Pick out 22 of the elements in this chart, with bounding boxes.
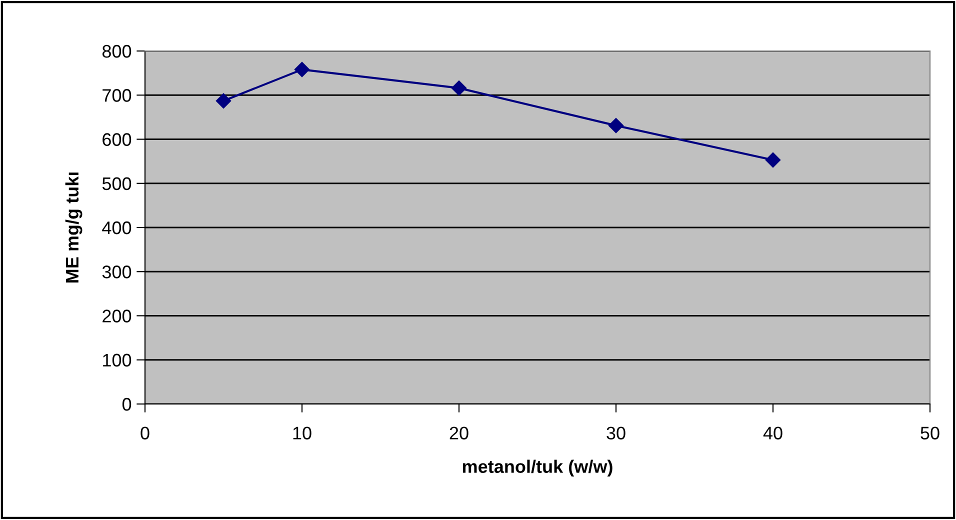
point (608, 118, 624, 134)
x-axis-title: metanol/tuk (w/w) (462, 460, 612, 477)
point (451, 80, 467, 96)
point (216, 93, 232, 108)
y-tick-label: 600 (102, 133, 132, 146)
y-tick-label: 800 (102, 44, 132, 58)
point (294, 62, 310, 78)
y-tick-label: 0 (122, 398, 132, 411)
y-tick-label: 100 (103, 354, 132, 367)
x-tick-label: 10 (293, 426, 312, 440)
y-tick-label: 500 (102, 177, 132, 190)
x-tick-label: 30 (606, 426, 626, 440)
x-tick-label: 20 (450, 426, 468, 440)
x-tick-label: 50 (920, 426, 940, 440)
y-tick-label: 400 (102, 221, 132, 234)
y-tick-label: 700 (102, 89, 132, 102)
x-tick-label: 0 (140, 426, 150, 440)
y-tick-label: 200 (102, 310, 132, 322)
y-tick-label: 300 (102, 266, 132, 278)
x-tick-label: 40 (763, 426, 782, 440)
y-axis-title: ME mg/g tukı (65, 172, 82, 282)
point (765, 152, 781, 168)
